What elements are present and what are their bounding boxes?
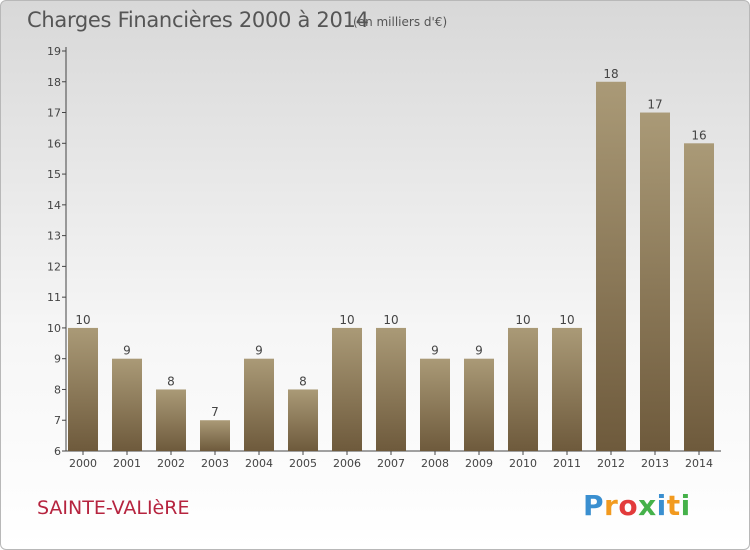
bar bbox=[640, 112, 670, 452]
bar-value-label: 16 bbox=[691, 128, 706, 142]
bar bbox=[596, 81, 626, 452]
logo-letter: t bbox=[666, 489, 681, 522]
bar-value-label: 10 bbox=[559, 313, 574, 327]
bar-value-label: 10 bbox=[75, 313, 90, 327]
bar-value-label: 10 bbox=[515, 313, 530, 327]
y-tick-label: 9 bbox=[54, 353, 61, 366]
y-tick-label: 17 bbox=[47, 107, 61, 120]
y-tick-label: 16 bbox=[47, 137, 61, 150]
x-tick-label: 2005 bbox=[289, 457, 317, 470]
y-tick-label: 13 bbox=[47, 230, 61, 243]
x-tick-label: 2009 bbox=[465, 457, 493, 470]
y-tick-label: 19 bbox=[47, 45, 61, 58]
logo-letter: P bbox=[583, 489, 605, 522]
bar-value-label: 10 bbox=[339, 313, 354, 327]
logo-letter: i bbox=[656, 489, 667, 522]
bar-value-label: 7 bbox=[211, 405, 219, 419]
y-tick-label: 12 bbox=[47, 260, 61, 273]
chart-axes: 6 7 8 9 10 11 12 13 14 15 16 17 18 19 2000 2001 2002 2003… bbox=[47, 45, 721, 470]
x-tick-label: 2011 bbox=[553, 457, 581, 470]
x-tick-label: 2002 bbox=[157, 457, 185, 470]
bar bbox=[376, 327, 406, 451]
x-tick-label: 2001 bbox=[113, 457, 141, 470]
logo-letter: i bbox=[680, 489, 691, 522]
bar-value-label: 8 bbox=[167, 374, 175, 388]
bar-value-label: 9 bbox=[123, 344, 131, 358]
x-tick-label: 2008 bbox=[421, 457, 449, 470]
bar-value-label: 18 bbox=[603, 67, 618, 81]
chart-title: Charges Financières 2000 à 2014 bbox=[27, 8, 369, 32]
commune-name: SAINTE-VALIèRE bbox=[37, 497, 190, 519]
bar bbox=[684, 143, 714, 452]
logo-letter: r bbox=[604, 489, 619, 522]
bar bbox=[508, 327, 538, 451]
bar bbox=[68, 327, 98, 451]
bar bbox=[156, 389, 186, 451]
bar bbox=[552, 327, 582, 451]
x-tick-label: 2004 bbox=[245, 457, 273, 470]
logo-letter: x bbox=[638, 489, 657, 522]
chart-unit: (en milliers d'€) bbox=[353, 15, 448, 29]
proxiti-logo: Proxiti bbox=[583, 489, 691, 522]
x-tick-label: 2000 bbox=[69, 457, 97, 470]
bar-value-label: 9 bbox=[475, 344, 483, 358]
x-tick-label: 2013 bbox=[641, 457, 669, 470]
y-tick-label: 11 bbox=[47, 291, 61, 304]
y-tick-label: 8 bbox=[54, 383, 61, 396]
y-tick-label: 14 bbox=[47, 199, 61, 212]
bar bbox=[200, 420, 230, 451]
x-tick-label: 2014 bbox=[685, 457, 713, 470]
y-tick-label: 15 bbox=[47, 168, 61, 181]
bar-value-label: 9 bbox=[431, 344, 439, 358]
bar bbox=[244, 358, 274, 451]
x-tick-label: 2007 bbox=[377, 457, 405, 470]
bar bbox=[332, 327, 362, 451]
x-tick-label: 2010 bbox=[509, 457, 537, 470]
x-tick-label: 2006 bbox=[333, 457, 361, 470]
bar bbox=[420, 358, 450, 451]
y-tick-label: 7 bbox=[54, 414, 61, 427]
x-tick-label: 2012 bbox=[597, 457, 625, 470]
bar-value-label: 9 bbox=[255, 344, 263, 358]
x-tick-label: 2003 bbox=[201, 457, 229, 470]
chart-bars: 10 9 8 7 9 8 10 10 9 9 10 10 18 17 16 bbox=[68, 67, 714, 452]
bar-value-label: 17 bbox=[647, 98, 662, 112]
bar-value-label: 8 bbox=[299, 374, 307, 388]
bar bbox=[288, 389, 318, 451]
bar bbox=[464, 358, 494, 451]
bar bbox=[112, 358, 142, 451]
y-tick-label: 18 bbox=[47, 76, 61, 89]
bar-value-label: 10 bbox=[383, 313, 398, 327]
logo-letter: o bbox=[618, 489, 639, 522]
y-tick-label: 10 bbox=[47, 322, 61, 335]
y-tick-label: 6 bbox=[54, 445, 61, 458]
